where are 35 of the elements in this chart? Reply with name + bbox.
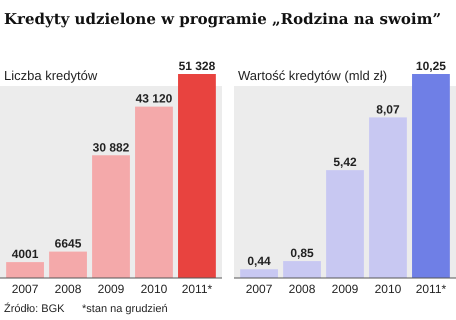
bar	[283, 261, 321, 278]
data-label: 8,07	[376, 102, 400, 116]
x-tick-label: 2007	[246, 282, 273, 296]
data-label: 51 328	[178, 59, 216, 73]
x-tick-label: 2010	[140, 282, 168, 296]
data-label: 5,42	[333, 155, 357, 170]
bar	[178, 74, 216, 278]
bar	[240, 269, 278, 278]
data-label: 30 882	[92, 140, 130, 154]
data-label: 6645	[54, 236, 82, 251]
x-tick-label: 2007	[12, 282, 39, 296]
data-label: 43 120	[136, 92, 173, 106]
text: Źródło: BGK	[4, 302, 66, 315]
bar	[49, 252, 87, 278]
x-tick-label: 2011*	[182, 282, 213, 296]
chart-title: Wartość kredytów (mld zł)	[238, 68, 388, 83]
data-label: 10,25	[416, 59, 446, 73]
data-label: 0,44	[247, 254, 272, 268]
chart-subtitle: Liczba kredytów	[4, 68, 98, 83]
x-tick-label: 2011*	[416, 282, 447, 296]
bar	[135, 106, 173, 278]
bar	[412, 74, 450, 278]
bar	[6, 262, 44, 278]
x-tick-label: 2008	[288, 282, 316, 296]
bar	[369, 117, 407, 278]
bar	[326, 170, 364, 278]
x-tick-label: 2008	[54, 282, 82, 296]
data-label: 0,85	[290, 246, 314, 260]
x-tick-label: 2009	[98, 282, 125, 296]
text: *stan na grudzień	[82, 303, 168, 315]
x-tick-label: 2009	[332, 282, 359, 296]
data-label: 4001	[12, 247, 39, 262]
chart-title: Kredyty udzielone w programie „Rodzina na swoim”	[4, 10, 442, 28]
bar	[92, 155, 130, 278]
x-tick-label: 2010	[374, 282, 402, 296]
